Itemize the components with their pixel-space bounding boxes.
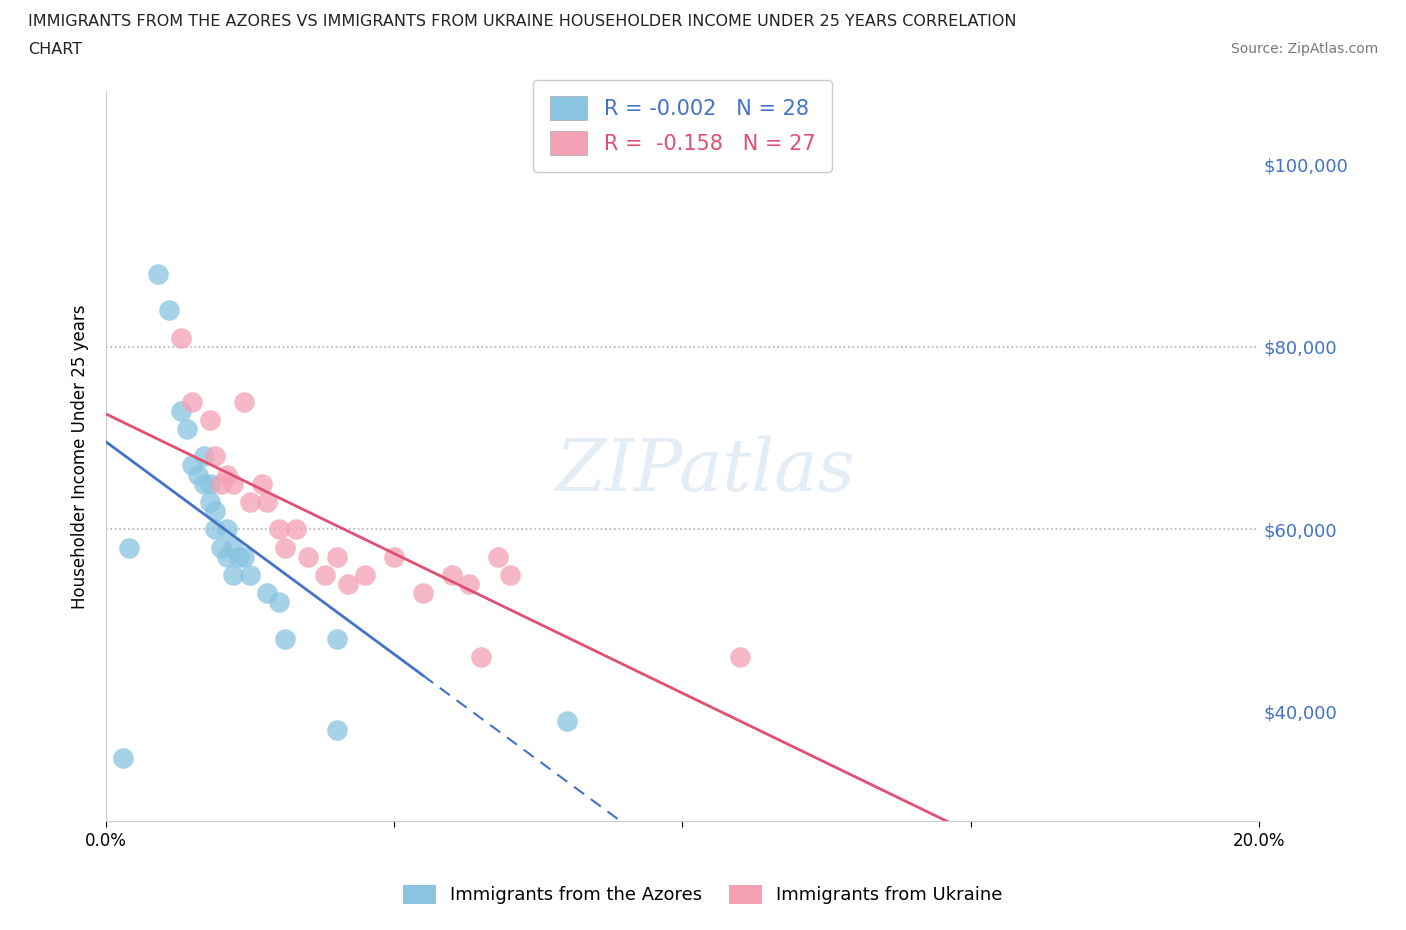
Point — [170, 404, 193, 418]
Point — [728, 650, 751, 665]
Point — [256, 586, 278, 601]
Point — [222, 540, 245, 555]
Point — [222, 567, 245, 582]
Point — [204, 504, 226, 519]
Point — [215, 550, 238, 565]
Point — [209, 540, 232, 555]
Point — [285, 522, 308, 537]
Y-axis label: Householder Income Under 25 years: Householder Income Under 25 years — [72, 304, 89, 608]
Point — [233, 394, 256, 409]
Point — [325, 631, 347, 646]
Point — [176, 421, 198, 436]
Point — [204, 522, 226, 537]
Point — [486, 550, 509, 565]
Point — [222, 476, 245, 491]
Point — [228, 550, 250, 565]
Point — [181, 394, 204, 409]
Point — [118, 540, 141, 555]
Text: ZIPatlas: ZIPatlas — [555, 435, 855, 506]
Point — [337, 577, 360, 591]
Point — [267, 522, 290, 537]
Point — [250, 476, 273, 491]
Point — [498, 567, 520, 582]
Legend: R = -0.002   N = 28, R =  -0.158   N = 27: R = -0.002 N = 28, R = -0.158 N = 27 — [533, 80, 832, 171]
Point — [555, 713, 578, 728]
Point — [470, 650, 492, 665]
Point — [458, 577, 481, 591]
Point — [204, 449, 226, 464]
Point — [198, 495, 221, 510]
Point — [193, 476, 215, 491]
Point — [209, 476, 232, 491]
Point — [187, 467, 209, 482]
Legend: Immigrants from the Azores, Immigrants from Ukraine: Immigrants from the Azores, Immigrants f… — [396, 877, 1010, 911]
Point — [181, 458, 204, 472]
Point — [193, 449, 215, 464]
Point — [297, 550, 319, 565]
Text: CHART: CHART — [28, 42, 82, 57]
Point — [440, 567, 463, 582]
Point — [112, 751, 135, 765]
Text: Source: ZipAtlas.com: Source: ZipAtlas.com — [1230, 42, 1378, 56]
Point — [325, 550, 347, 565]
Point — [233, 550, 256, 565]
Point — [239, 567, 262, 582]
Point — [170, 330, 193, 345]
Point — [273, 540, 295, 555]
Point — [325, 723, 347, 737]
Point — [314, 567, 336, 582]
Text: IMMIGRANTS FROM THE AZORES VS IMMIGRANTS FROM UKRAINE HOUSEHOLDER INCOME UNDER 2: IMMIGRANTS FROM THE AZORES VS IMMIGRANTS… — [28, 14, 1017, 29]
Point — [273, 631, 295, 646]
Point — [198, 476, 221, 491]
Point — [382, 550, 405, 565]
Point — [215, 522, 238, 537]
Point — [198, 412, 221, 427]
Point — [157, 303, 180, 318]
Point — [267, 595, 290, 610]
Point — [146, 266, 169, 281]
Point — [239, 495, 262, 510]
Point — [215, 467, 238, 482]
Point — [256, 495, 278, 510]
Point — [354, 567, 377, 582]
Point — [412, 586, 434, 601]
